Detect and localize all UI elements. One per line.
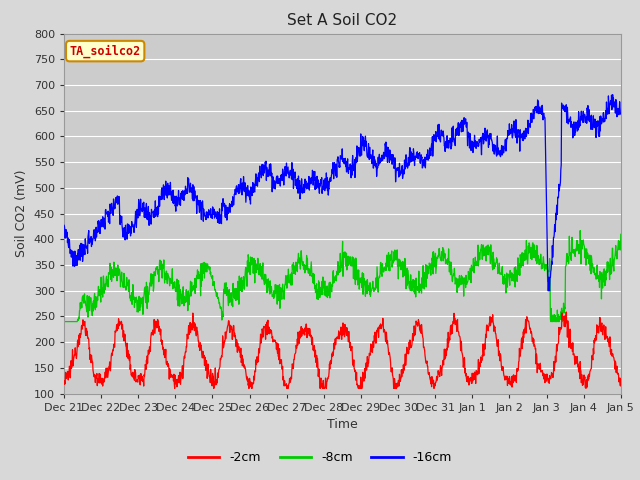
Title: Set A Soil CO2: Set A Soil CO2 xyxy=(287,13,397,28)
Text: TA_soilco2: TA_soilco2 xyxy=(70,44,141,58)
Y-axis label: Soil CO2 (mV): Soil CO2 (mV) xyxy=(15,170,28,257)
Legend: -2cm, -8cm, -16cm: -2cm, -8cm, -16cm xyxy=(183,446,457,469)
X-axis label: Time: Time xyxy=(327,418,358,431)
